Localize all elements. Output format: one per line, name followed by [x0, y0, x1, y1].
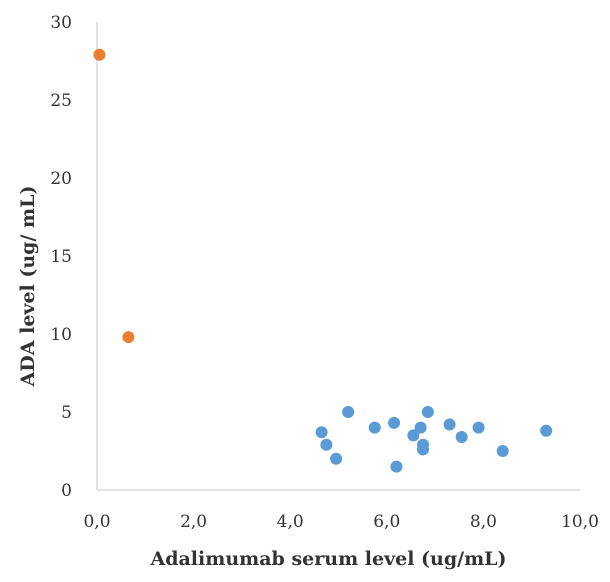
data-point-orange [122, 331, 135, 344]
data-point-blue [496, 445, 509, 457]
data-points [93, 48, 553, 473]
y-axis-title: ADA level (ug/ mL) [17, 186, 39, 388]
data-point-blue [417, 443, 430, 456]
data-point-blue [368, 421, 381, 434]
data-point-blue [540, 424, 553, 437]
data-point-blue [421, 406, 434, 418]
data-point-blue [330, 452, 343, 465]
y-tick-label: 10 [50, 325, 72, 345]
x-tick-label: 8,0 [470, 512, 497, 532]
x-tick-label: 0,0 [83, 512, 110, 532]
x-tick-label: 10,0 [561, 512, 599, 532]
axes [96, 22, 580, 491]
y-tick-labels: 0 5 10 15 20 25 30 [50, 13, 72, 501]
x-tick-label: 6,0 [373, 512, 400, 532]
data-point-blue [407, 429, 420, 442]
data-point-blue [455, 430, 468, 443]
data-point-blue [315, 426, 328, 439]
data-point-blue [342, 406, 355, 418]
y-tick-label: 30 [50, 13, 72, 33]
data-point-blue [390, 460, 403, 473]
data-point-blue [414, 421, 427, 434]
y-tick-label: 15 [50, 247, 72, 267]
y-tick-label: 0 [61, 481, 72, 501]
data-point-orange [93, 48, 106, 61]
x-tick-label: 4,0 [277, 512, 304, 532]
y-tick-label: 5 [61, 403, 72, 423]
data-point-blue [472, 421, 485, 434]
x-tick-labels: 0,0 2,0 4,0 6,0 8,0 10,0 [83, 512, 598, 532]
x-tick-label: 2,0 [180, 512, 207, 532]
x-axis-title: Adalimumab serum level (ug/mL) [149, 548, 506, 570]
y-tick-label: 20 [50, 169, 72, 189]
data-point-blue [443, 418, 456, 431]
data-point-blue [388, 416, 401, 429]
data-point-blue [320, 438, 333, 451]
y-tick-label: 25 [50, 91, 72, 111]
